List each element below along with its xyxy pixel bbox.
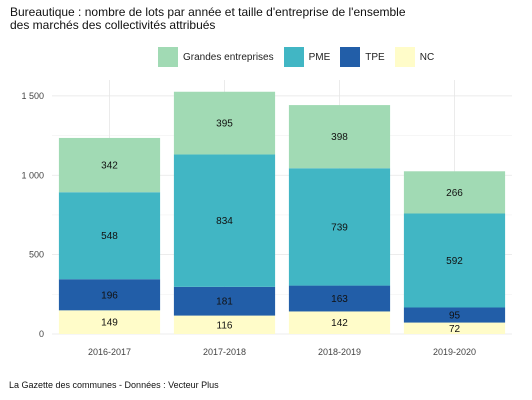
legend-swatch: [158, 47, 178, 67]
x-tick-label: 2016-2017: [88, 347, 131, 357]
data-label: 395: [216, 119, 233, 130]
bar-segment: [288, 285, 391, 312]
chart-title: Bureautique : nombre de lots par année e…: [10, 5, 406, 32]
data-label: 592: [446, 256, 463, 267]
data-label: 116: [217, 320, 233, 331]
bar-segment: [288, 311, 391, 334]
bar-segment: [403, 171, 506, 214]
bar-segment: [173, 91, 276, 155]
x-tick-label: 2019-2020: [433, 347, 476, 357]
legend-swatch: [283, 47, 304, 67]
bar-segment: [403, 322, 506, 334]
bar-segment: [58, 310, 161, 334]
y-tick-label: 1 500: [21, 91, 44, 101]
legend-label: Grandes entreprises: [183, 51, 274, 63]
bar-segment: [403, 213, 506, 308]
legend-label: TPE: [365, 51, 385, 63]
bar-segment: [173, 154, 276, 287]
legend-item: NC: [394, 47, 435, 67]
bar-segment: [173, 315, 276, 334]
legend-swatch: [394, 47, 415, 67]
data-label: 142: [331, 318, 348, 329]
data-label: 398: [331, 132, 348, 143]
x-tick-label: 2017-2018: [203, 347, 246, 357]
legend: Grandes entreprises PME TPE NC: [158, 47, 444, 67]
legend-label: NC: [419, 51, 435, 63]
x-tick-label: 2018-2019: [318, 347, 361, 357]
y-tick-label: 1 000: [21, 170, 44, 180]
bar-segment: [58, 137, 161, 193]
data-label: 834: [216, 216, 233, 227]
data-label: 548: [101, 231, 118, 242]
y-tick-label: 500: [29, 250, 44, 260]
data-label: 163: [331, 294, 348, 305]
bar-segment: [173, 286, 276, 316]
legend-item: Grandes entreprises: [158, 47, 274, 67]
data-label: 266: [446, 188, 463, 199]
data-label: 181: [216, 297, 233, 308]
source-caption: La Gazette des communes - Données : Vect…: [9, 380, 219, 390]
y-tick-label: 0: [39, 329, 44, 339]
data-label: 149: [101, 318, 118, 329]
legend-label: PME: [308, 51, 331, 63]
legend-item: PME: [283, 47, 331, 67]
data-label: 739: [331, 222, 348, 233]
data-label: 95: [449, 311, 461, 322]
data-label: 342: [101, 161, 118, 172]
bar-segment: [58, 192, 161, 280]
bar-segment: [403, 307, 506, 323]
data-label: 196: [101, 290, 118, 301]
bar-segment: [58, 279, 161, 311]
bar-segment: [288, 168, 391, 286]
legend-item: TPE: [340, 47, 385, 67]
bar-segment: [288, 105, 391, 169]
legend-swatch: [340, 47, 361, 67]
data-label: 72: [449, 324, 461, 335]
